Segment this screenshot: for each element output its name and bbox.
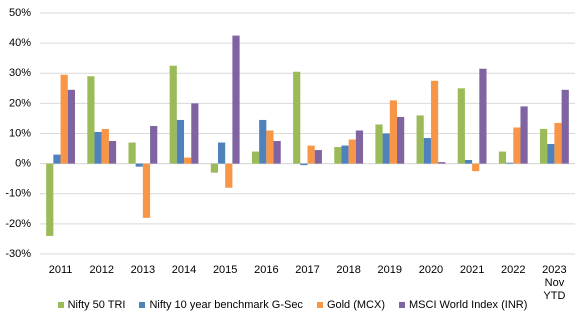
bar xyxy=(259,119,267,164)
bar xyxy=(176,119,185,164)
bar xyxy=(53,154,61,164)
x-tick-label: 2013 xyxy=(130,264,156,276)
bar xyxy=(547,144,555,164)
bar xyxy=(554,122,562,164)
y-tick-label: -20% xyxy=(5,218,31,230)
y-tick-label: 40% xyxy=(9,37,31,49)
bar xyxy=(46,163,54,236)
bar xyxy=(210,163,218,173)
x-tick-label: 2016 xyxy=(254,264,279,276)
bar xyxy=(341,145,349,164)
bar xyxy=(150,125,158,164)
bar xyxy=(293,71,301,164)
bar xyxy=(101,128,109,164)
bar xyxy=(60,74,68,164)
bar xyxy=(520,106,528,164)
y-tick-label: 30% xyxy=(9,67,31,79)
y-tick-label: 20% xyxy=(9,97,31,109)
x-tick-label: 2022 xyxy=(501,264,526,276)
bar xyxy=(561,89,569,164)
y-tick-label: 10% xyxy=(9,127,31,139)
legend-label: MSCI World Index (INR) xyxy=(409,299,528,311)
bar xyxy=(464,160,473,164)
bar xyxy=(348,139,356,164)
bar xyxy=(307,145,315,164)
legend-label: Nifty 50 TRI xyxy=(67,299,126,311)
legend-swatch xyxy=(316,302,323,308)
legend-item: Nifty 10 year benchmark G-Sec xyxy=(139,299,303,311)
legend-swatch xyxy=(57,302,64,308)
x-tick-label: 2012 xyxy=(89,264,114,276)
bar xyxy=(355,130,364,164)
bar xyxy=(416,115,424,164)
bar xyxy=(87,76,95,164)
bar xyxy=(334,147,342,164)
y-tick-label: -10% xyxy=(5,188,31,200)
bar xyxy=(135,163,143,167)
bar xyxy=(67,89,75,164)
legend-label: Gold (MCX) xyxy=(326,299,385,311)
bar xyxy=(184,157,192,164)
bar xyxy=(389,100,398,164)
x-tick-label: 2021 xyxy=(459,264,485,276)
bar xyxy=(94,131,102,164)
bar xyxy=(506,162,514,164)
y-tick-label: 50% xyxy=(9,7,31,19)
x-tick-label: 2018 xyxy=(336,264,361,276)
bar xyxy=(300,163,308,166)
bar xyxy=(142,163,151,218)
bar xyxy=(314,150,322,164)
bar xyxy=(273,141,281,164)
bar xyxy=(128,142,136,164)
bar xyxy=(382,133,390,164)
x-tick-label: 2011 xyxy=(48,264,73,276)
bar xyxy=(266,130,274,164)
bar xyxy=(191,103,199,164)
bar xyxy=(423,138,431,164)
bar xyxy=(438,162,446,164)
y-tick-label: 0% xyxy=(15,158,31,170)
bar xyxy=(217,142,226,164)
bar xyxy=(397,116,405,164)
bar xyxy=(457,88,465,164)
legend-item: MSCI World Index (INR) xyxy=(399,299,527,311)
bar xyxy=(498,151,507,164)
bar xyxy=(232,35,240,164)
bar xyxy=(479,68,487,164)
x-tick-label: 2020 xyxy=(418,264,444,276)
x-tick-label: 2023 Nov YTD xyxy=(542,264,567,302)
y-tick-label: -30% xyxy=(5,248,31,260)
bar xyxy=(169,65,177,164)
x-tick-label: 2015 xyxy=(212,264,238,276)
legend-label: Nifty 10 year benchmark G-Sec xyxy=(149,299,303,311)
bar xyxy=(513,127,521,164)
x-tick-label: 2014 xyxy=(171,264,197,276)
x-tick-label: 2019 xyxy=(377,264,403,276)
bar xyxy=(225,163,233,188)
x-tick-label: 2017 xyxy=(295,264,320,276)
legend: Nifty 50 TRI Nifty 10 year benchmark G-Se… xyxy=(0,299,585,311)
legend-swatch xyxy=(139,302,146,308)
bar xyxy=(540,128,548,164)
legend-item: Nifty 50 TRI xyxy=(57,299,126,311)
legend-item: Gold (MCX) xyxy=(316,299,385,311)
bar xyxy=(472,163,480,172)
bar xyxy=(375,124,383,164)
bar xyxy=(251,151,260,164)
bar xyxy=(108,141,117,164)
bar xyxy=(430,80,439,164)
legend-swatch xyxy=(399,302,405,308)
